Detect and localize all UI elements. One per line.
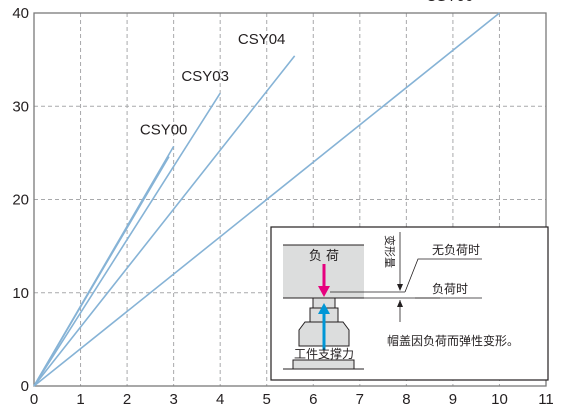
support-label: 工件支撑力: [294, 346, 354, 361]
deform-arrow-bottom: [397, 300, 403, 307]
inset-diagram: 负 荷 变形量 无负荷时 负荷时 工件支撑力 帽盖因负荷而弹性变形。: [270, 226, 549, 381]
y-tick-label: 40: [12, 5, 29, 22]
y-tick-label: 10: [12, 285, 29, 302]
x-tick-label: 7: [356, 391, 364, 408]
deform-label: 变形量: [383, 235, 397, 268]
x-tick-label: 0: [30, 391, 38, 408]
x-tick-label: 3: [169, 391, 177, 408]
x-tick-label: 8: [402, 391, 410, 408]
series-line-csy04: [33, 55, 296, 387]
no-load-label: 无负荷时: [432, 243, 480, 257]
support-foot: [292, 359, 355, 370]
cap-note: 帽盖因负荷而弹性变形。: [387, 333, 519, 348]
series-label: CSY06: [426, 0, 474, 5]
x-tick-label: 1: [76, 391, 84, 408]
y-tick-label: 0: [21, 378, 29, 395]
x-tick-labels: 0 1 2 3 4 5 6 7 8 9 10 11: [30, 391, 554, 408]
x-tick-label: 4: [216, 391, 224, 408]
x-tick-label: 6: [309, 391, 317, 408]
deform-arrow-top: [397, 284, 403, 291]
support-arrow-head: [318, 303, 330, 314]
plot-frame: [33, 12, 547, 387]
no-load-leader: [404, 258, 482, 293]
load-arrow-head: [318, 286, 330, 297]
series-labels: CSY00 CSY03 CSY04 CSY06: [140, 0, 473, 138]
y-tick-label: 20: [12, 192, 29, 209]
load-label: 负 荷: [309, 249, 339, 264]
series-lines: [33, 12, 500, 387]
x-tick-label: 9: [449, 391, 457, 408]
y-tick-labels: 0 10 20 30 40: [12, 5, 29, 395]
x-tick-label: 11: [538, 391, 554, 408]
x-tick-label: 10: [491, 391, 508, 408]
series-line-csy03: [33, 92, 221, 387]
series-label: CSY04: [238, 31, 286, 48]
y-tick-label: 30: [12, 98, 29, 115]
series-line-csy06: [33, 12, 500, 387]
series-label: CSY00: [140, 121, 188, 138]
loaded-label: 负荷时: [432, 282, 468, 296]
x-tick-label: 2: [123, 391, 131, 408]
series-label: CSY03: [181, 68, 229, 85]
x-tick-label: 5: [263, 391, 271, 408]
series-line-csy00: [33, 145, 175, 387]
